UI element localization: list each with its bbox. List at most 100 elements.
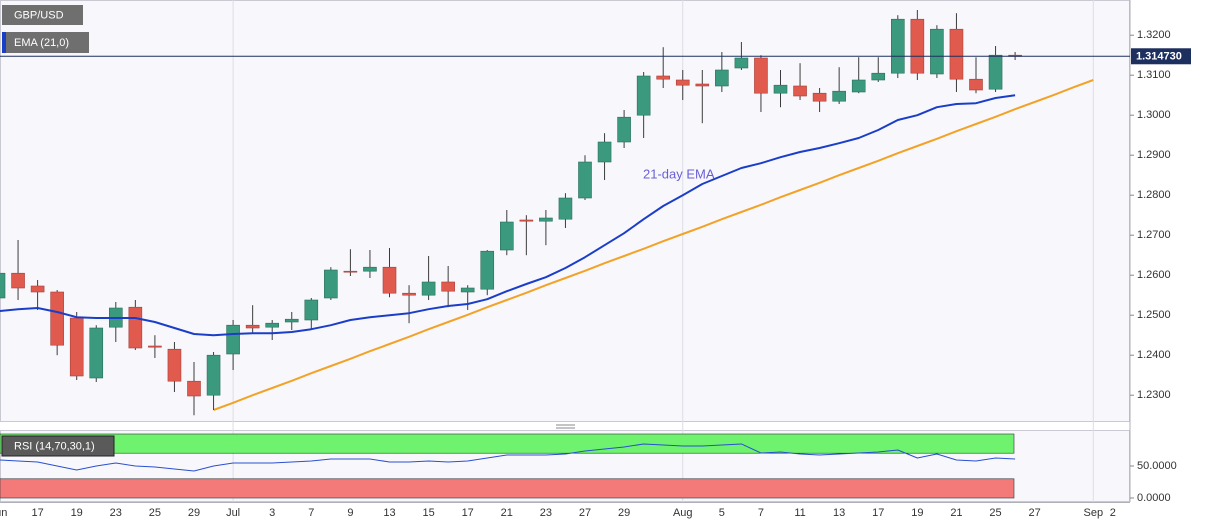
trend-line bbox=[213, 79, 1094, 411]
candle-body bbox=[519, 219, 534, 222]
candle-body bbox=[480, 250, 495, 290]
candle-body bbox=[812, 92, 827, 102]
candle-body bbox=[0, 272, 6, 299]
x-tick-label: 5 bbox=[719, 507, 725, 519]
candle-body bbox=[539, 217, 553, 222]
candle-body bbox=[304, 299, 319, 321]
y-tick-label: 1.2700 bbox=[1137, 229, 1171, 241]
candle-body bbox=[265, 322, 280, 328]
x-tick-label: 13 bbox=[833, 507, 845, 519]
candle-body bbox=[871, 72, 886, 81]
candle-body bbox=[343, 270, 358, 273]
y-tick-label: 1.2800 bbox=[1137, 189, 1171, 201]
y-tick-label: 0.0000 bbox=[1137, 492, 1171, 504]
candle-body bbox=[421, 281, 436, 296]
candle-body bbox=[793, 85, 807, 97]
x-tick-label: 17 bbox=[872, 507, 884, 519]
candle-body bbox=[773, 84, 788, 94]
x-tick-label: Sep bbox=[1084, 507, 1104, 519]
x-tick-label: 25 bbox=[149, 507, 161, 519]
ema-legend: EMA (21,0) bbox=[2, 32, 89, 53]
candle-body bbox=[969, 78, 983, 91]
x-tick-label: 17 bbox=[31, 507, 43, 519]
candle-body bbox=[851, 79, 866, 93]
candle-body bbox=[11, 272, 25, 289]
y-tick-label: 1.2500 bbox=[1137, 309, 1171, 321]
rsi-line bbox=[0, 443, 1016, 472]
x-tick-label: 21 bbox=[501, 507, 513, 519]
x-tick-label: 19 bbox=[911, 507, 923, 519]
candle-body bbox=[363, 266, 377, 272]
candle-body bbox=[50, 291, 64, 346]
candle-body bbox=[30, 285, 45, 293]
x-tick-label: 13 bbox=[383, 507, 395, 519]
ema-line bbox=[0, 94, 1016, 337]
y-tick-label: 1.3100 bbox=[1137, 69, 1171, 81]
main-layer: 21-day EMA bbox=[0, 10, 1130, 416]
candle-body bbox=[324, 269, 338, 299]
candle-body bbox=[988, 54, 1003, 90]
candle-body bbox=[128, 306, 143, 349]
candle-body bbox=[226, 324, 240, 355]
x-tick-label: 27 bbox=[579, 507, 591, 519]
candle-body bbox=[460, 287, 475, 293]
x-tick-label: 17 bbox=[462, 507, 474, 519]
candle-body bbox=[910, 18, 925, 74]
y-tick-label: 1.2400 bbox=[1137, 349, 1171, 361]
y-tick-label: 1.3000 bbox=[1137, 109, 1171, 121]
candle-body bbox=[890, 18, 905, 74]
y-tick-label: 50.0000 bbox=[1137, 460, 1177, 472]
x-tick-label: 29 bbox=[618, 507, 630, 519]
x-tick-label: 2 bbox=[1110, 507, 1116, 519]
candle-body bbox=[187, 380, 201, 397]
candle-body bbox=[284, 318, 299, 323]
candle-body bbox=[754, 57, 768, 94]
ema-legend-label: EMA (21,0) bbox=[14, 37, 69, 49]
x-tick-label: 15 bbox=[422, 507, 434, 519]
x-tick-label: Jul bbox=[226, 507, 240, 519]
symbol-box-bg bbox=[2, 5, 83, 25]
candle-body bbox=[656, 75, 671, 80]
symbol-box: GBP/USD bbox=[2, 5, 83, 25]
x-tick-label: 23 bbox=[540, 507, 552, 519]
y-tick-label: 1.2900 bbox=[1137, 149, 1171, 161]
ema-legend-swatch bbox=[2, 32, 6, 53]
x-tick-label: 27 bbox=[1029, 507, 1041, 519]
candle-body bbox=[930, 28, 944, 75]
candle-body bbox=[715, 69, 729, 87]
candle-body bbox=[949, 28, 964, 80]
x-tick-label: 25 bbox=[989, 507, 1001, 519]
candle-body bbox=[597, 141, 612, 163]
rsi-band bbox=[0, 433, 1015, 454]
candle-body bbox=[89, 327, 104, 379]
candle-body bbox=[832, 90, 846, 102]
candle-body bbox=[499, 221, 514, 251]
x-tick-label: 23 bbox=[110, 507, 122, 519]
rsi-legend: RSI (14,70,30,1) bbox=[1, 435, 115, 457]
candle-body bbox=[148, 345, 162, 348]
candle-body bbox=[206, 354, 221, 396]
x-tick-label: 3 bbox=[269, 507, 275, 519]
candle-body bbox=[675, 79, 690, 86]
candle-body bbox=[578, 161, 592, 199]
candle-body bbox=[558, 197, 573, 220]
candle-body bbox=[441, 281, 455, 292]
ema-legend-bg bbox=[2, 32, 89, 53]
x-tick-label: 7 bbox=[308, 507, 314, 519]
candle-body bbox=[167, 348, 182, 382]
y-tick-label: 1.2300 bbox=[1137, 389, 1171, 401]
candle-body bbox=[695, 83, 710, 87]
x-tick-label: 7 bbox=[758, 507, 764, 519]
last-price-label: 1.314730 bbox=[1136, 51, 1182, 63]
panel-handle bbox=[556, 424, 575, 429]
x-tick-label: Aug bbox=[673, 507, 693, 519]
rsi-title: RSI (14,70,30,1) bbox=[14, 440, 95, 452]
last-price-box bbox=[1131, 48, 1191, 65]
symbol-title: GBP/USD bbox=[14, 9, 64, 21]
x-tick-label: 9 bbox=[347, 507, 353, 519]
annotation: 21-day EMA bbox=[643, 166, 715, 181]
candle-body bbox=[245, 324, 260, 329]
x-tick-label: 21 bbox=[950, 507, 962, 519]
